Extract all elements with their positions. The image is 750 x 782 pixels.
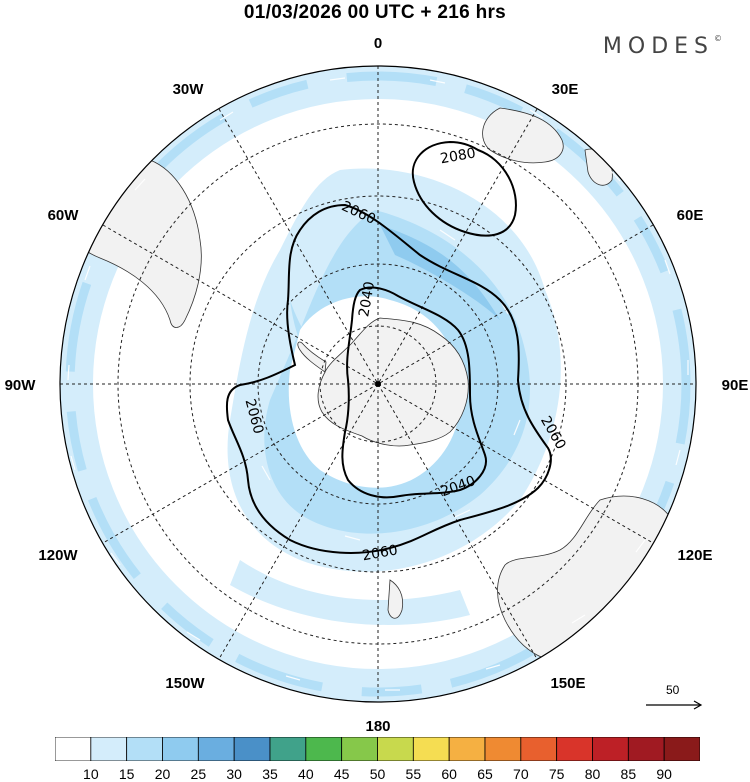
south-pole-marker [375, 381, 381, 387]
colorbar-tick-label: 70 [513, 766, 529, 782]
colorbar-swatch [520, 737, 558, 761]
lon-label-150w: 150W [165, 675, 205, 692]
colorbar-swatch [126, 737, 163, 761]
colorbar-tick-label: 90 [656, 766, 672, 782]
contour-label: 2060 [361, 542, 399, 564]
colorbar-swatch [448, 737, 486, 761]
colorbar [55, 737, 700, 761]
colorbar-tick-label: 30 [226, 766, 242, 782]
colorbar-tick-label: 35 [262, 766, 278, 782]
colorbar-tick-label: 15 [118, 766, 135, 782]
colorbar-tick-label: 80 [584, 766, 601, 782]
colorbar-swatch [484, 737, 522, 761]
contour-label: 2040 [356, 280, 378, 318]
africa [482, 107, 564, 164]
reference-arrow-icon [646, 700, 703, 710]
copyright-mark: © [714, 34, 722, 43]
colorbar-tick-label: 45 [333, 766, 350, 782]
colorbar-swatch [90, 737, 128, 761]
contour-2060 [225, 203, 552, 554]
antarctic-peninsula [297, 341, 327, 373]
colorbar-swatch [162, 737, 199, 761]
geopotential-contours [225, 140, 552, 554]
lon-label-30e: 30E [552, 81, 579, 98]
lon-label-30w: 30W [173, 81, 205, 98]
contour-2080 [411, 140, 517, 237]
colorbar-swatch [197, 737, 235, 761]
lon-label-60e: 60E [677, 207, 704, 224]
brand-name: MODES [602, 34, 714, 59]
longitude-labels: 0 30E 60E 90E 120E 150E 180 150W 120W 90… [5, 35, 749, 735]
colorbar-swatch [269, 737, 307, 761]
lon-label-120w: 120W [38, 547, 78, 564]
contour-2040 [341, 286, 487, 499]
lon-label-60w: 60W [48, 207, 80, 224]
contour-label: 2080 [439, 145, 477, 167]
colorbar-tick-label: 25 [190, 766, 207, 782]
reference-vector-label: 50 [666, 683, 680, 697]
colorbar-swatch [55, 737, 92, 761]
colorbar-tick-label: 65 [477, 766, 493, 782]
colorbar-tick-label: 85 [620, 766, 637, 782]
polar-map: 2080 2060 2040 2040 2060 2060 2060 0 30E… [5, 35, 749, 735]
colorbar-tick-label: 55 [405, 766, 422, 782]
colorbar-tick-label: 40 [298, 766, 314, 782]
colorbar-tick-label: 75 [548, 766, 565, 782]
colorbar-swatch [305, 737, 343, 761]
colorbar-swatch [627, 737, 665, 761]
colorbar-swatch [663, 737, 700, 761]
colorbar-swatch [233, 737, 271, 761]
colorbar-swatch [592, 737, 629, 761]
colorbar-tick-label: 60 [441, 766, 457, 782]
lon-label-90e: 90E [722, 377, 749, 394]
lon-label-150e: 150E [550, 675, 585, 692]
lon-label-180: 180 [365, 718, 390, 735]
colorbar-ticks: 10 15 20 25 30 35 40 45 50 55 60 65 70 75 80 85 90 [0, 766, 750, 782]
colorbar-tick-label: 20 [154, 766, 171, 782]
colorbar-swatch [412, 737, 450, 761]
colorbar-tick-label: 50 [369, 766, 386, 782]
map-border [59, 65, 697, 703]
lon-label-90w: 90W [5, 377, 37, 394]
lon-label-120e: 120E [677, 547, 712, 564]
wind-vectors [67, 77, 689, 691]
colorbar-tick-label: 10 [83, 766, 99, 782]
lon-label-0: 0 [374, 35, 382, 52]
new-zealand [387, 579, 404, 619]
reference-vector: 50 [640, 683, 710, 713]
map-title: 01/03/2026 00 UTC + 216 hrs [243, 2, 507, 23]
colorbar-swatch [377, 737, 414, 761]
map-disk: 2080 2060 2040 2040 2060 2060 2060 [60, 66, 696, 702]
colorbar-swatch [556, 737, 593, 761]
colorbar-swatch [341, 737, 378, 761]
brand-logo: MODES© [603, 34, 722, 59]
